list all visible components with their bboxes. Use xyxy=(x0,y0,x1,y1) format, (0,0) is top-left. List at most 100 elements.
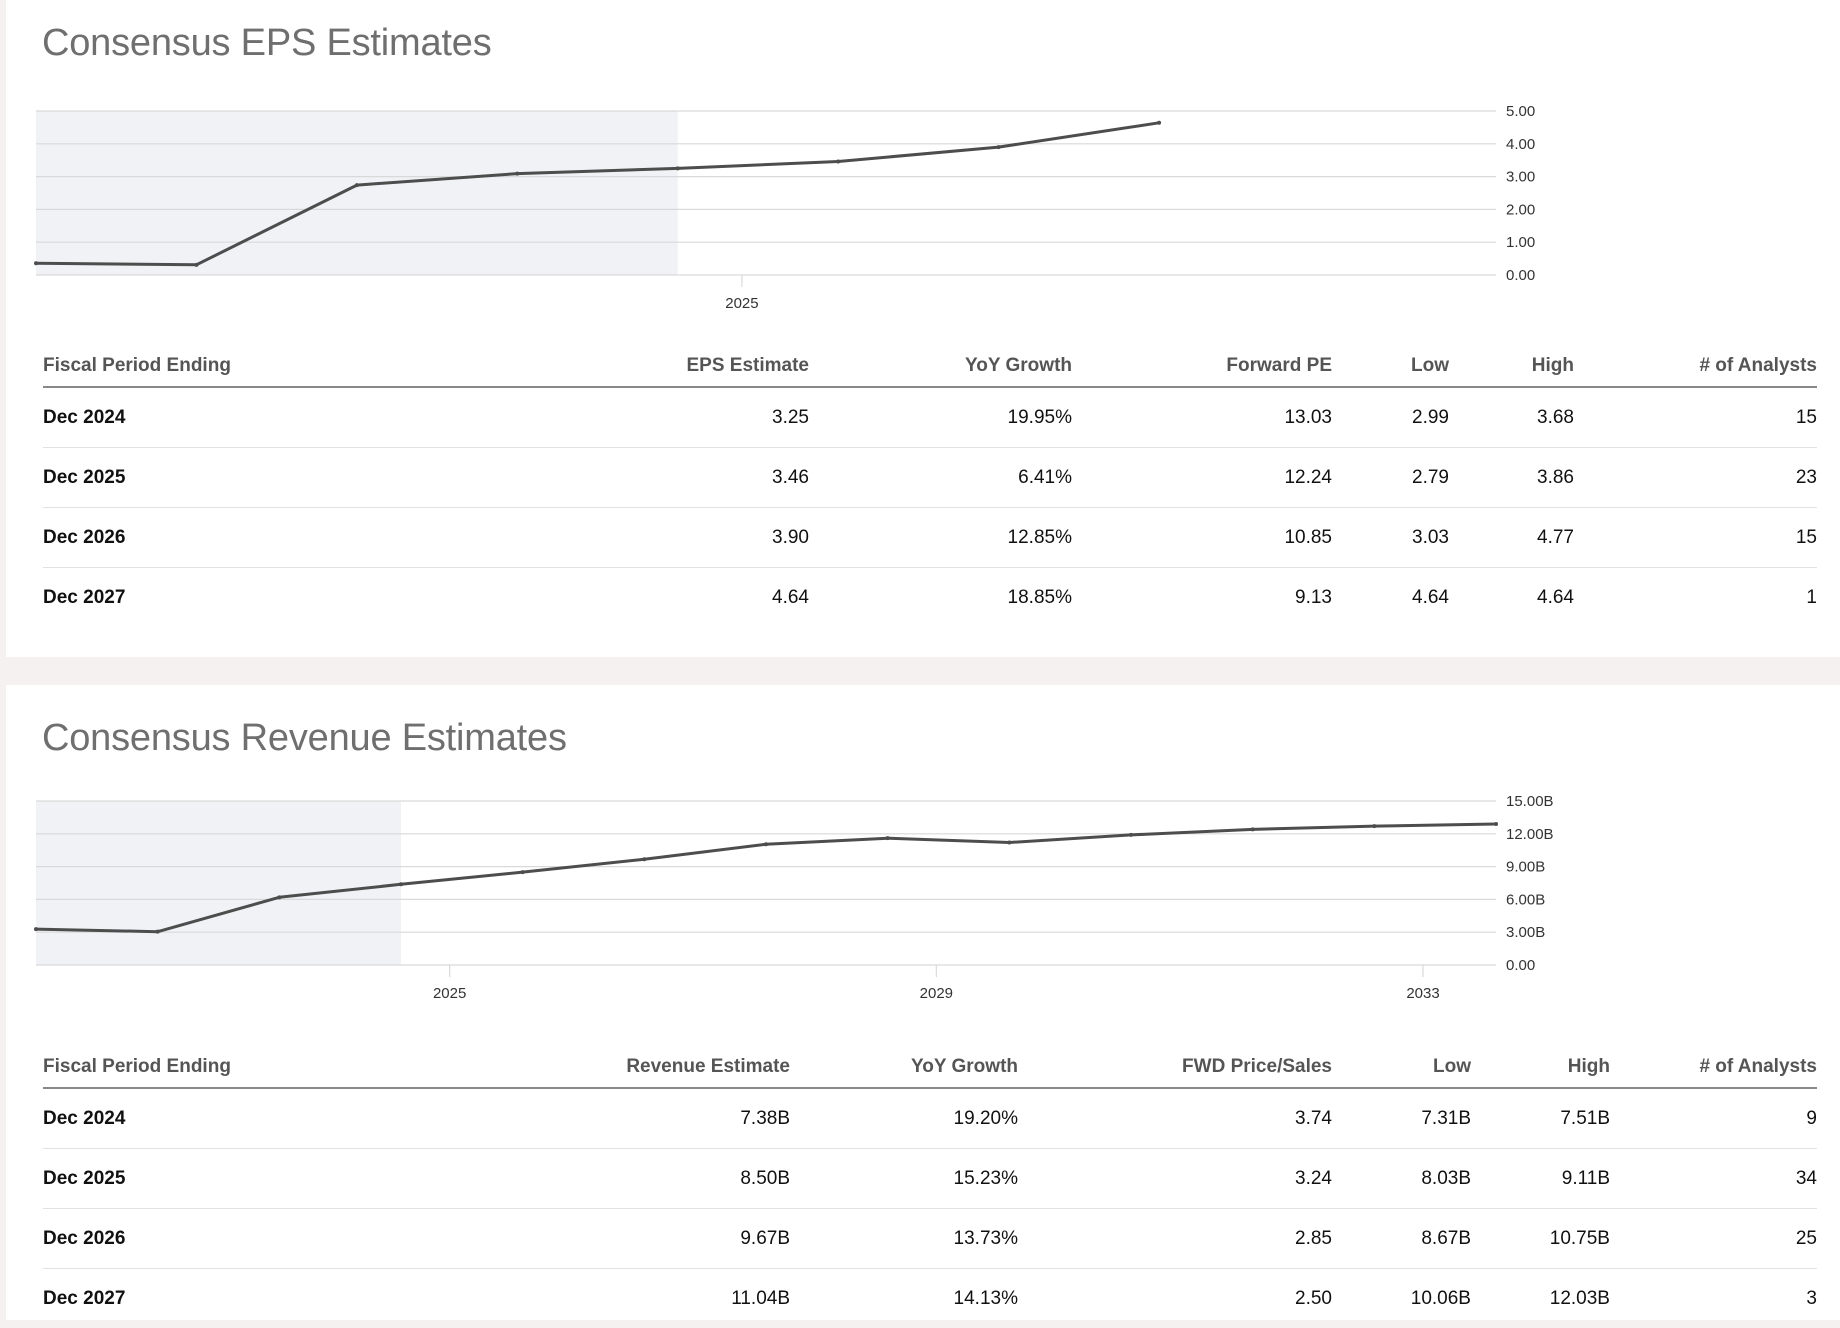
cell-price-sales: 2.85 xyxy=(1018,1209,1332,1269)
y-tick-label: 15.00B xyxy=(1506,793,1554,810)
cell-yoy: 18.85% xyxy=(809,568,1072,628)
table-row: Dec 2024 3.25 19.95% 13.03 2.99 3.68 15 xyxy=(43,387,1817,448)
cell-high: 9.11B xyxy=(1471,1149,1610,1209)
table-row: Dec 2026 3.90 12.85% 10.85 3.03 4.77 15 xyxy=(43,508,1817,568)
data-point xyxy=(1007,841,1011,845)
cell-forward-pe: 10.85 xyxy=(1072,508,1332,568)
cell-forward-pe: 9.13 xyxy=(1072,568,1332,628)
cell-forward-pe: 12.24 xyxy=(1072,448,1332,508)
cell-estimate: 3.46 xyxy=(343,448,809,508)
cell-price-sales: 3.74 xyxy=(1018,1088,1332,1149)
data-point xyxy=(1251,827,1255,831)
y-tick-label: 5.00 xyxy=(1506,103,1535,120)
eps-title: Consensus EPS Estimates xyxy=(42,22,492,65)
table-row: Dec 2027 11.04B 14.13% 2.50 10.06B 12.03… xyxy=(43,1269,1817,1328)
cell-high: 10.75B xyxy=(1471,1209,1610,1269)
cell-yoy: 12.85% xyxy=(809,508,1072,568)
header-high[interactable]: High xyxy=(1449,346,1574,387)
header-forward-pe[interactable]: Forward PE xyxy=(1072,346,1332,387)
revenue-table: Fiscal Period Ending Revenue Estimate Yo… xyxy=(43,1047,1817,1328)
y-tick-label: 3.00 xyxy=(1506,169,1535,186)
cell-period: Dec 2025 xyxy=(43,1149,343,1209)
cell-period: Dec 2026 xyxy=(43,1209,343,1269)
cell-high: 12.03B xyxy=(1471,1269,1610,1328)
x-tick-label: 2025 xyxy=(725,295,758,312)
cell-estimate: 3.25 xyxy=(343,387,809,448)
cell-yoy: 19.20% xyxy=(790,1088,1018,1149)
data-point xyxy=(1129,833,1133,837)
data-point xyxy=(194,263,198,267)
cell-estimate: 8.50B xyxy=(343,1149,790,1209)
header-low[interactable]: Low xyxy=(1332,1047,1471,1088)
data-point xyxy=(1372,824,1376,828)
data-point xyxy=(521,870,525,874)
cell-period: Dec 2024 xyxy=(43,1088,343,1149)
cell-yoy: 6.41% xyxy=(809,448,1072,508)
cell-analysts: 9 xyxy=(1610,1088,1817,1149)
y-tick-label: 9.00B xyxy=(1506,859,1545,876)
table-row: Dec 2027 4.64 18.85% 9.13 4.64 4.64 1 xyxy=(43,568,1817,628)
data-point xyxy=(642,857,646,861)
y-tick-label: 2.00 xyxy=(1506,201,1535,218)
header-yoy-growth[interactable]: YoY Growth xyxy=(809,346,1072,387)
header-fiscal-period[interactable]: Fiscal Period Ending xyxy=(43,346,343,387)
header-high[interactable]: High xyxy=(1471,1047,1610,1088)
cell-analysts: 3 xyxy=(1610,1269,1817,1328)
table-row: Dec 2025 8.50B 15.23% 3.24 8.03B 9.11B 3… xyxy=(43,1149,1817,1209)
cell-high: 4.64 xyxy=(1449,568,1574,628)
cell-estimate: 9.67B xyxy=(343,1209,790,1269)
header-analysts[interactable]: # of Analysts xyxy=(1574,346,1817,387)
cell-high: 3.86 xyxy=(1449,448,1574,508)
y-tick-label: 1.00 xyxy=(1506,234,1535,251)
cell-period: Dec 2026 xyxy=(43,508,343,568)
data-point xyxy=(355,183,359,187)
x-tick-label: 2029 xyxy=(920,985,953,1002)
cell-low: 2.99 xyxy=(1332,387,1449,448)
header-yoy-growth[interactable]: YoY Growth xyxy=(790,1047,1018,1088)
revenue-table-header-row: Fiscal Period Ending Revenue Estimate Yo… xyxy=(43,1047,1817,1088)
header-eps-estimate[interactable]: EPS Estimate xyxy=(343,346,809,387)
header-low[interactable]: Low xyxy=(1332,346,1449,387)
y-tick-label: 12.00B xyxy=(1506,826,1554,843)
header-fiscal-period[interactable]: Fiscal Period Ending xyxy=(43,1047,343,1088)
cell-forward-pe: 13.03 xyxy=(1072,387,1332,448)
table-row: Dec 2026 9.67B 13.73% 2.85 8.67B 10.75B … xyxy=(43,1209,1817,1269)
table-row: Dec 2024 7.38B 19.20% 3.74 7.31B 7.51B 9 xyxy=(43,1088,1817,1149)
cell-low: 3.03 xyxy=(1332,508,1449,568)
cell-low: 8.67B xyxy=(1332,1209,1471,1269)
header-revenue-estimate[interactable]: Revenue Estimate xyxy=(343,1047,790,1088)
data-point xyxy=(764,842,768,846)
cell-yoy: 19.95% xyxy=(809,387,1072,448)
cell-low: 8.03B xyxy=(1332,1149,1471,1209)
cell-low: 4.64 xyxy=(1332,568,1449,628)
data-point xyxy=(34,261,38,265)
data-point xyxy=(836,160,840,164)
revenue-title: Consensus Revenue Estimates xyxy=(42,717,567,760)
data-point xyxy=(1494,822,1498,826)
data-point xyxy=(399,882,403,886)
cell-period: Dec 2027 xyxy=(43,1269,343,1328)
data-point xyxy=(515,172,519,176)
cell-analysts: 15 xyxy=(1574,387,1817,448)
eps-table: Fiscal Period Ending EPS Estimate YoY Gr… xyxy=(43,346,1817,627)
y-tick-label: 4.00 xyxy=(1506,136,1535,153)
x-tick-label: 2033 xyxy=(1406,985,1439,1002)
data-point xyxy=(156,930,160,934)
cell-estimate: 11.04B xyxy=(343,1269,790,1328)
header-analysts[interactable]: # of Analysts xyxy=(1610,1047,1817,1088)
data-point xyxy=(1157,121,1161,125)
y-tick-label: 3.00B xyxy=(1506,924,1545,941)
cell-price-sales: 2.50 xyxy=(1018,1269,1332,1328)
data-point xyxy=(676,166,680,170)
cell-yoy: 14.13% xyxy=(790,1269,1018,1328)
cell-analysts: 34 xyxy=(1610,1149,1817,1209)
header-fwd-price-sales[interactable]: FWD Price/Sales xyxy=(1018,1047,1332,1088)
y-tick-label: 6.00B xyxy=(1506,891,1545,908)
cell-analysts: 1 xyxy=(1574,568,1817,628)
cell-yoy: 13.73% xyxy=(790,1209,1018,1269)
cell-low: 2.79 xyxy=(1332,448,1449,508)
cell-estimate: 3.90 xyxy=(343,508,809,568)
